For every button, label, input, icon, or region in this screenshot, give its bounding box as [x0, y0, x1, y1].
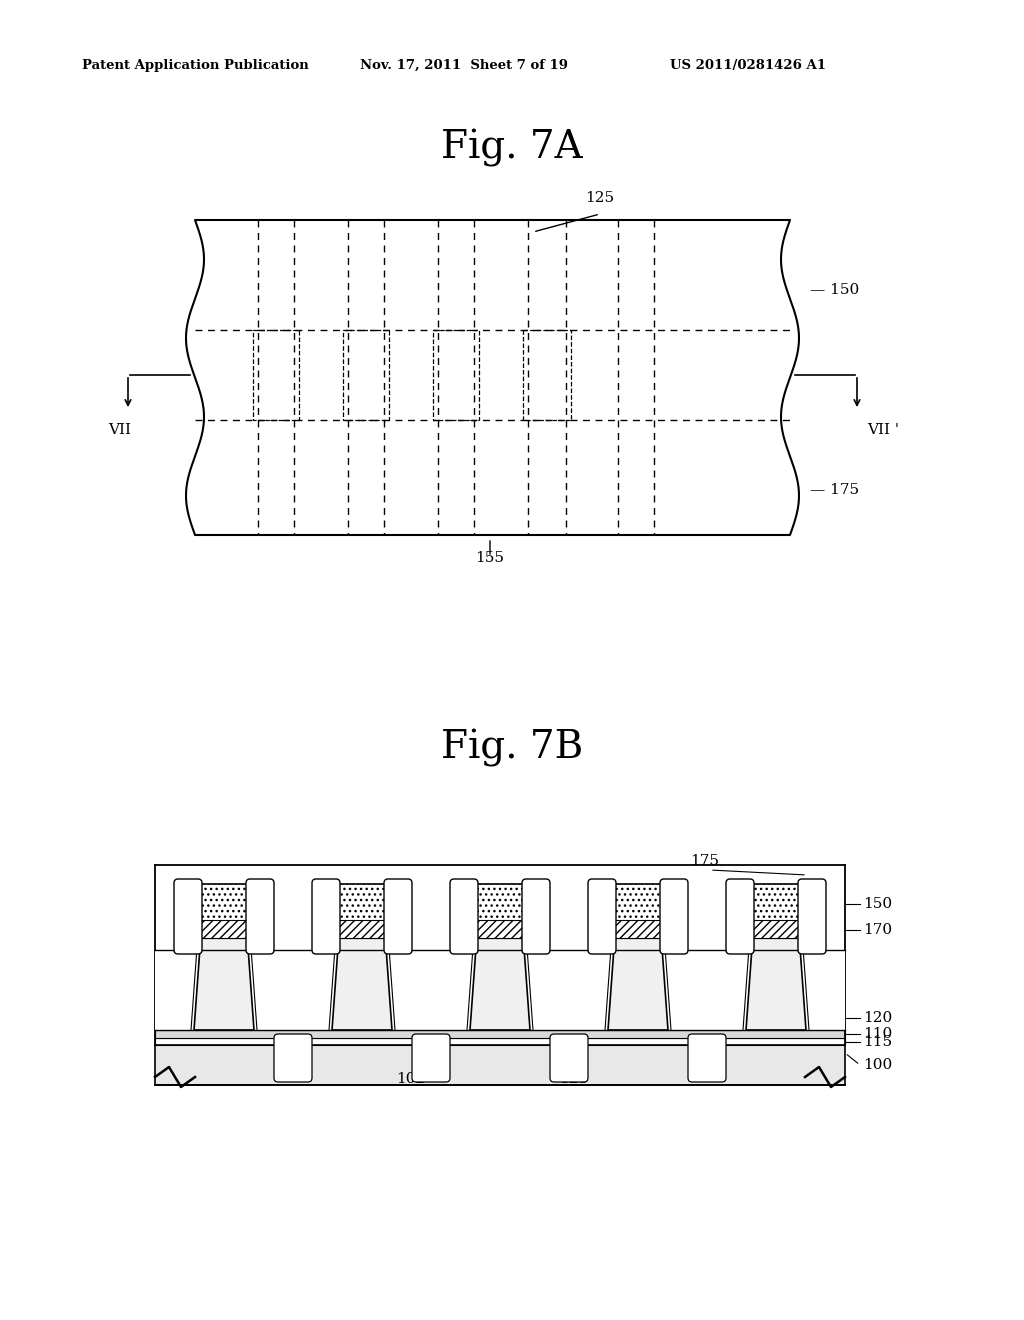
FancyBboxPatch shape	[744, 884, 808, 924]
FancyBboxPatch shape	[468, 884, 532, 924]
Polygon shape	[608, 920, 668, 1030]
Text: 125: 125	[559, 1072, 589, 1086]
Polygon shape	[332, 920, 392, 1030]
FancyBboxPatch shape	[412, 1034, 450, 1082]
Text: — 175: — 175	[810, 483, 859, 498]
Bar	[336, 920, 388, 939]
FancyBboxPatch shape	[550, 1034, 588, 1082]
Text: VII ': VII '	[867, 422, 899, 437]
Text: 155: 155	[475, 550, 505, 565]
Text: 100: 100	[863, 1059, 892, 1072]
Text: 125: 125	[585, 191, 614, 205]
Text: 175: 175	[690, 854, 719, 869]
Polygon shape	[194, 920, 254, 1030]
FancyBboxPatch shape	[588, 879, 616, 954]
FancyBboxPatch shape	[660, 879, 688, 954]
FancyBboxPatch shape	[312, 879, 340, 954]
Bar	[155, 1045, 845, 1085]
Text: 110: 110	[863, 1027, 892, 1041]
Bar	[523, 330, 571, 420]
FancyBboxPatch shape	[726, 879, 754, 954]
FancyBboxPatch shape	[384, 879, 412, 954]
FancyBboxPatch shape	[522, 879, 550, 954]
FancyBboxPatch shape	[174, 879, 202, 954]
Text: Fig. 7A: Fig. 7A	[441, 129, 583, 168]
Text: Nov. 17, 2011  Sheet 7 of 19: Nov. 17, 2011 Sheet 7 of 19	[360, 58, 568, 71]
Text: Patent Application Publication: Patent Application Publication	[82, 58, 309, 71]
Bar	[198, 920, 250, 939]
Text: 120: 120	[863, 1011, 892, 1026]
Text: Fig. 7B: Fig. 7B	[441, 729, 583, 767]
Bar	[343, 330, 389, 420]
FancyBboxPatch shape	[330, 884, 394, 924]
FancyBboxPatch shape	[450, 879, 478, 954]
Bar	[253, 330, 299, 420]
Bar	[750, 920, 802, 939]
FancyBboxPatch shape	[274, 1034, 312, 1082]
Text: 102: 102	[396, 1072, 426, 1086]
Polygon shape	[746, 920, 806, 1030]
Bar	[155, 1030, 845, 1038]
Bar	[155, 1038, 845, 1045]
Bar	[474, 920, 526, 939]
FancyBboxPatch shape	[606, 884, 670, 924]
Text: 150: 150	[863, 898, 892, 911]
Bar	[750, 920, 802, 939]
FancyBboxPatch shape	[798, 879, 826, 954]
Text: 170: 170	[863, 923, 892, 937]
Text: 115: 115	[863, 1035, 892, 1048]
Bar	[155, 950, 845, 1030]
Bar	[612, 920, 664, 939]
Bar	[433, 330, 479, 420]
Text: VII: VII	[109, 422, 131, 437]
Bar	[198, 920, 250, 939]
Bar	[612, 920, 664, 939]
Text: — 150: — 150	[810, 282, 859, 297]
Bar	[474, 920, 526, 939]
FancyBboxPatch shape	[246, 879, 274, 954]
FancyBboxPatch shape	[193, 884, 256, 924]
Bar	[336, 920, 388, 939]
Polygon shape	[470, 920, 530, 1030]
Text: US 2011/0281426 A1: US 2011/0281426 A1	[670, 58, 826, 71]
FancyBboxPatch shape	[688, 1034, 726, 1082]
